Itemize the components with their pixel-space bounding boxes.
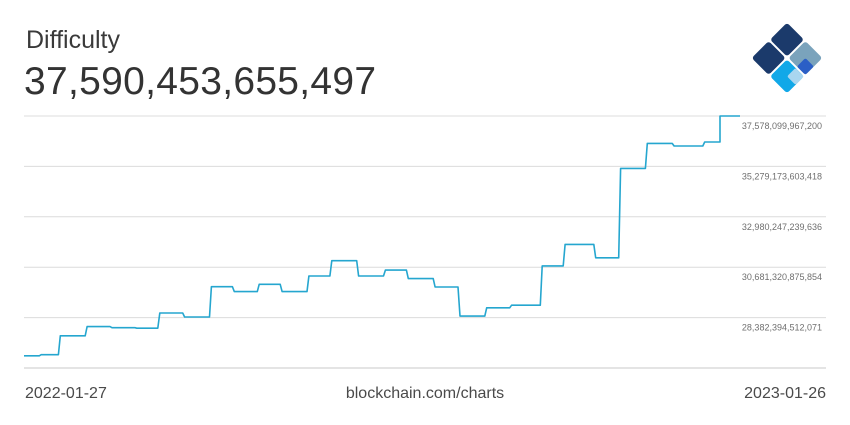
x-axis-start-date: 2022-01-27 xyxy=(25,385,107,402)
y-tick-label: 35,279,173,603,418 xyxy=(742,171,822,181)
y-tick-label: 37,578,099,967,200 xyxy=(742,121,822,131)
chart-title: Difficulty xyxy=(26,26,121,54)
current-difficulty-value: 37,590,453,655,497 xyxy=(24,60,377,103)
x-axis-end-date: 2023-01-26 xyxy=(744,385,826,402)
y-tick-label: 28,382,394,512,071 xyxy=(742,323,822,333)
chart-grid xyxy=(24,115,826,319)
difficulty-series-line xyxy=(24,115,740,357)
y-axis-ticks: 28,382,394,512,071 30,681,320,875,854 32,9… xyxy=(742,121,822,333)
y-tick-label: 32,980,247,239,636 xyxy=(742,222,822,232)
source-link[interactable]: blockchain.com/charts xyxy=(345,385,505,402)
y-tick-label: 30,681,320,875,854 xyxy=(742,272,822,282)
blockchain-logo-icon xyxy=(752,23,822,93)
